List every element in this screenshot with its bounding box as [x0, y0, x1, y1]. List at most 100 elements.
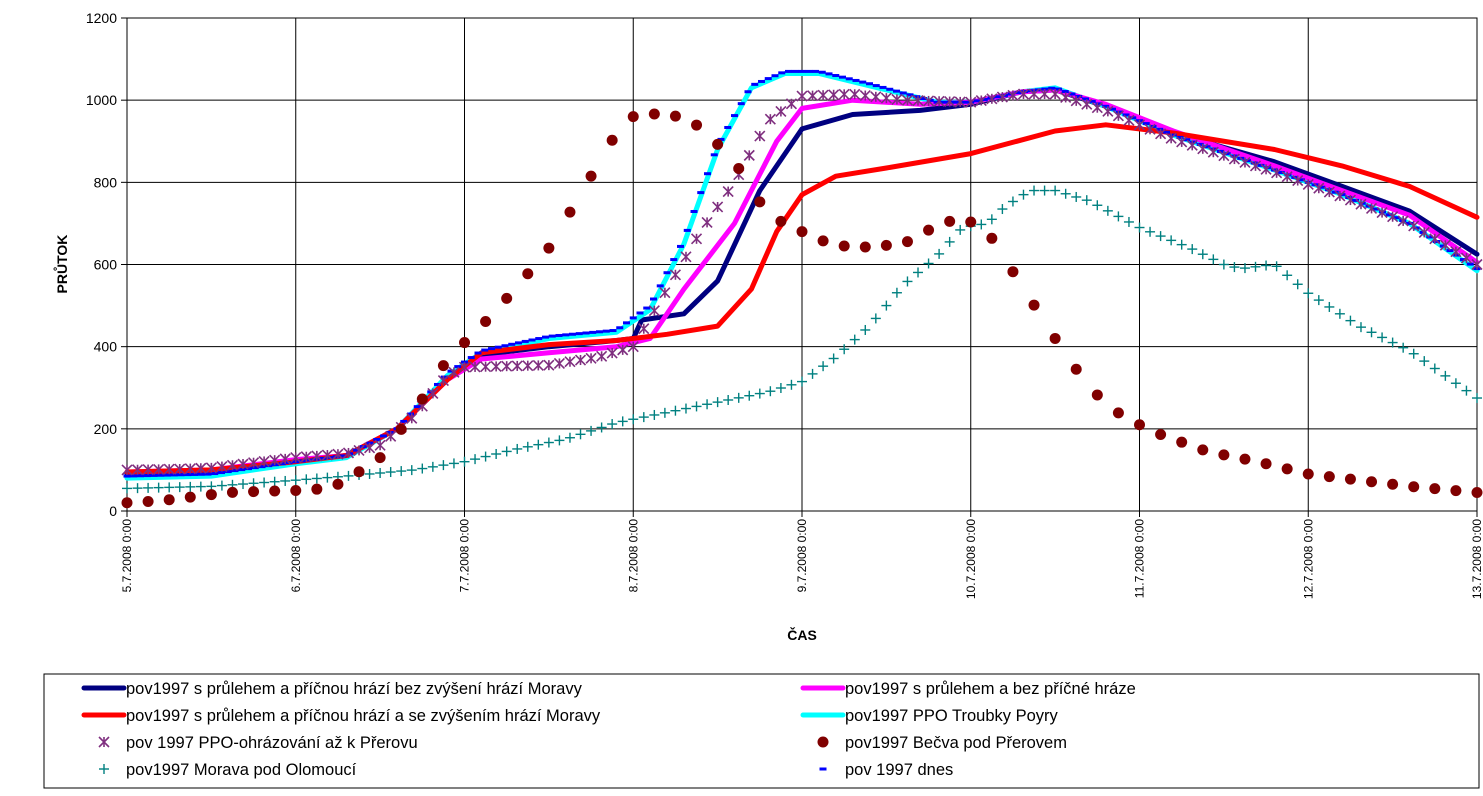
- data-point: [899, 91, 907, 95]
- data-point: [290, 452, 302, 464]
- data-point: [1334, 308, 1345, 319]
- legend-label: pov1997 Bečva pod Přerovem: [845, 734, 1067, 752]
- data-point: [406, 465, 417, 476]
- data-point: [1344, 473, 1356, 485]
- y-tick-label: 200: [94, 421, 118, 437]
- data-point: [218, 471, 225, 475]
- data-point: [321, 449, 333, 461]
- data-point: [974, 99, 981, 103]
- data-point: [1228, 153, 1240, 165]
- data-point: [204, 472, 212, 476]
- data-point: [617, 344, 629, 356]
- data-point: [157, 473, 165, 477]
- data-point: [870, 313, 881, 324]
- data-point: [543, 437, 554, 448]
- data-point: [1313, 182, 1325, 194]
- data-point: [1122, 113, 1130, 117]
- data-point: [710, 153, 718, 157]
- data-point: [933, 100, 941, 104]
- data-point: [670, 258, 678, 262]
- data-point: [1028, 299, 1040, 311]
- data-point: [542, 335, 549, 339]
- data-point: [1113, 211, 1124, 222]
- data-point: [1352, 198, 1359, 202]
- data-point: [771, 74, 779, 78]
- data-point: [1302, 468, 1314, 480]
- data-point: [1429, 233, 1441, 245]
- data-point: [248, 486, 260, 498]
- data-point: [697, 191, 705, 195]
- data-point: [1081, 98, 1093, 110]
- data-point: [548, 334, 556, 338]
- data-point: [879, 85, 887, 89]
- data-point: [589, 330, 597, 334]
- data-point: [920, 97, 927, 101]
- data-point: [226, 486, 238, 498]
- data-point: [648, 305, 660, 317]
- data-point: [691, 119, 703, 131]
- data-point: [1155, 128, 1167, 140]
- data-point: [279, 453, 291, 465]
- data-point: [1397, 215, 1409, 227]
- legend-label: pov 1997 PPO-ohrázování až k Přerovu: [126, 734, 418, 752]
- data-point: [1082, 97, 1089, 101]
- data-point: [701, 216, 713, 228]
- data-point: [447, 369, 455, 373]
- data-point: [806, 90, 819, 102]
- data-point: [332, 448, 344, 460]
- x-axis-ticks: 5.7.2008 0:00 6.7.2008 0:00 7.7.2008 0:00 8…: [120, 511, 1483, 599]
- data-point: [191, 472, 198, 476]
- data-point: [723, 394, 734, 405]
- data-point: [659, 407, 670, 418]
- data-point: [775, 105, 787, 118]
- data-point: [528, 338, 536, 342]
- data-point: [481, 348, 489, 352]
- data-point: [733, 162, 745, 174]
- data-point: [1419, 356, 1430, 367]
- data-point: [743, 149, 755, 161]
- data-point: [1218, 150, 1230, 162]
- data-point: [627, 111, 639, 123]
- data-point: [786, 379, 797, 390]
- data-point: [669, 269, 682, 281]
- data-point: [901, 94, 914, 106]
- data-point: [131, 464, 144, 476]
- data-point: [385, 430, 397, 442]
- y-axis-ticks: 0 200 400 600 800 1000 1200: [86, 10, 127, 519]
- data-point: [1223, 152, 1231, 156]
- data-point: [1176, 135, 1184, 139]
- data-point: [812, 69, 819, 73]
- data-point: [960, 100, 968, 104]
- legend-label: pov1997 PPO Troubky Poyry: [845, 707, 1059, 725]
- data-point: [1092, 200, 1103, 211]
- data-point: [216, 461, 228, 473]
- data-point: [511, 360, 523, 372]
- data-point: [488, 347, 495, 351]
- data-point: [838, 88, 850, 100]
- data-point: [1021, 90, 1029, 94]
- data-point: [796, 226, 808, 238]
- data-point: [1429, 363, 1440, 374]
- data-point: [859, 241, 871, 253]
- data-point: [231, 469, 239, 473]
- data-point: [437, 374, 449, 387]
- data-point: [1298, 178, 1305, 182]
- data-point: [480, 316, 492, 328]
- data-point: [1134, 419, 1145, 431]
- data-point: [912, 95, 924, 107]
- data-point: [164, 482, 175, 493]
- data-point: [339, 454, 347, 458]
- data-point: [461, 360, 468, 364]
- data-point: [765, 386, 776, 397]
- data-point: [859, 80, 867, 84]
- data-point: [606, 134, 618, 146]
- data-point: [627, 341, 639, 353]
- data-point: [224, 470, 232, 474]
- data-point: [1017, 88, 1030, 100]
- data-point: [1050, 185, 1061, 196]
- legend-item: pov1997 Bečva pod Přerovem: [817, 734, 1067, 752]
- data-point: [1271, 261, 1282, 272]
- data-point: [817, 235, 829, 247]
- data-point: [1187, 244, 1198, 255]
- data-point: [663, 271, 671, 275]
